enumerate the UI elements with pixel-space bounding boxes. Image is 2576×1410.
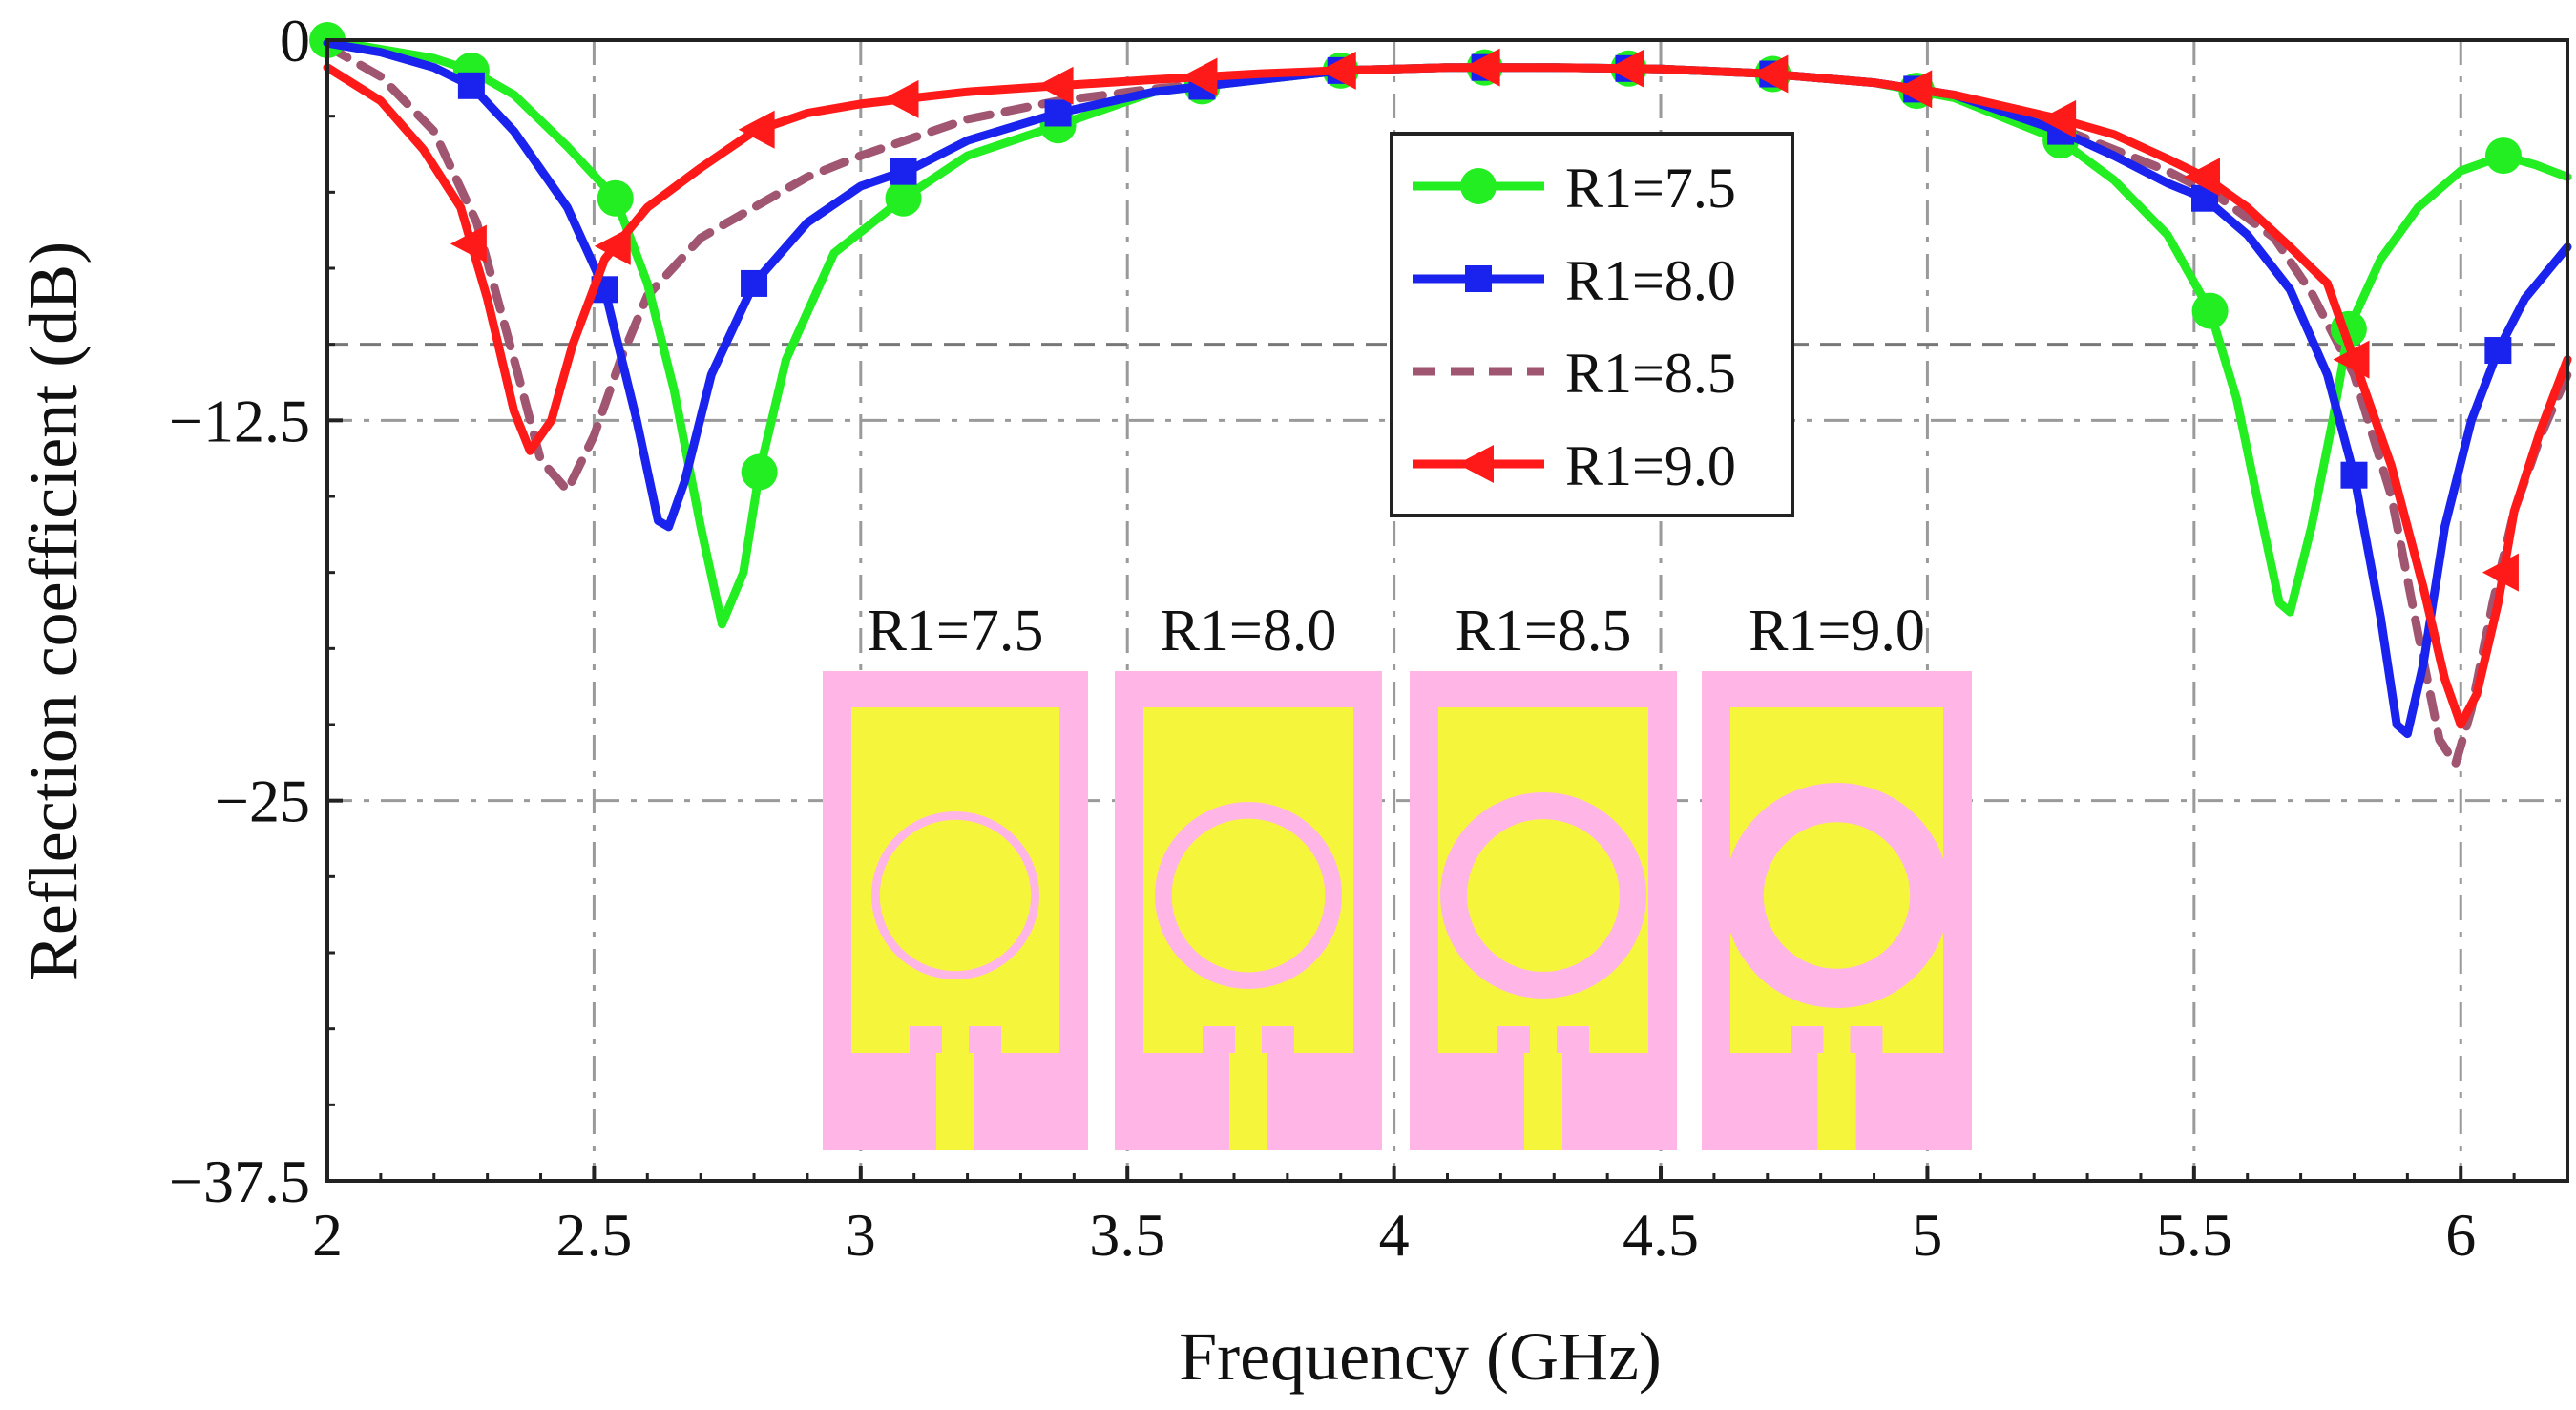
data-point [2482,553,2519,592]
y-tick-label: −37.5 [169,1147,310,1215]
radiating-patch [851,707,1059,1053]
series-layer [309,22,2572,768]
legend-label: R1=9.0 [1565,434,1736,497]
data-point [885,179,922,217]
feed-neck [1235,1026,1262,1053]
radiating-patch [1438,707,1648,1053]
data-point [741,453,778,491]
axes-layer: 2 2.5 3 3.5 4 4.5 5 5.5 6 0 −12.5 −25 −37.5 [169,7,2569,1269]
data-point [1895,70,1933,109]
antenna-panel: R1=9.0 [1702,599,1972,1150]
x-tick-label: 4 [1379,1201,1410,1269]
data-point [2484,337,2512,365]
data-point [2340,461,2368,489]
y-tick-label: −12.5 [169,387,310,454]
legend-label: R1=7.5 [1565,157,1736,220]
legend-label: R1=8.0 [1565,249,1736,312]
data-point [1037,66,1074,105]
y-axis-title: Reflection coefficient (dB) [15,242,92,980]
ring-slot [871,811,1040,980]
antenna-panel: R1=7.5 [823,599,1088,1150]
x-axis-title: Frequency (GHz) [1179,1318,1662,1395]
series-r1-9-0 [323,48,2572,729]
x-tick-label: 4.5 [1623,1201,1699,1269]
ring-slot [1724,783,1950,1009]
data-point [1463,48,1500,87]
x-tick-label: 6 [2445,1201,2476,1269]
antenna-inset: R1=7.5 R1=8.0 R1=8.5 R1=9.0 [823,599,1972,1150]
data-point [1181,57,1218,96]
feed-line [1524,1053,1562,1150]
data-point [2484,137,2522,175]
data-point [2040,99,2077,138]
legend: R1=7.5 R1=8.0 R1=8.5 R1=9.0 [1390,132,1794,517]
feed-line [1817,1053,1856,1150]
ring-slot [1154,802,1342,990]
data-point [1465,265,1492,292]
feed-neck [1823,1026,1851,1053]
data-point [738,110,775,149]
inset-label: R1=8.0 [1161,599,1337,663]
x-tick-label: 3.5 [1089,1201,1165,1269]
data-point [2191,292,2229,329]
antenna-panel: R1=8.0 [1115,599,1382,1150]
series-line [323,63,2572,729]
inset-label: R1=9.0 [1749,599,1925,663]
feed-neck [942,1026,969,1053]
data-point [741,269,768,297]
data-point [890,158,917,185]
antenna-panel: R1=8.5 [1410,599,1677,1150]
inset-label: R1=8.5 [1456,599,1632,663]
data-point [2333,340,2370,379]
x-tick-label: 2 [312,1201,343,1269]
feed-line [936,1053,974,1150]
legend-label: R1=8.5 [1565,342,1736,405]
radiating-patch [1143,707,1353,1053]
data-point [1607,49,1644,88]
ring-slot [1440,791,1647,999]
data-point [882,79,919,118]
data-point [1319,51,1356,90]
legend-box [1390,132,1794,517]
data-point [450,224,487,263]
data-point [594,226,631,265]
data-point [457,72,485,99]
data-point [1460,168,1497,204]
data-point [597,179,634,217]
inset-label: R1=7.5 [868,599,1044,663]
data-point [1457,445,1494,483]
y-tick-label: −25 [215,768,310,835]
feed-neck [1530,1026,1557,1053]
feed-line [1229,1053,1267,1150]
data-point [1044,99,1072,127]
x-tick-label: 2.5 [555,1201,632,1269]
x-tick-label: 5 [1912,1201,1942,1269]
data-point [1751,54,1789,94]
x-tick-label: 5.5 [2156,1201,2232,1269]
data-point [2184,158,2221,197]
y-tick-label: 0 [280,7,310,74]
x-tick-label: 3 [846,1201,876,1269]
